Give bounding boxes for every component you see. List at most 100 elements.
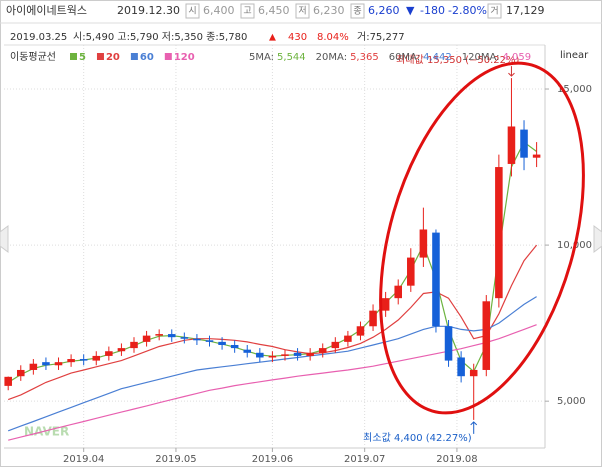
item-value: 6,450 <box>258 4 290 17</box>
label-box <box>295 3 310 19</box>
hover-arrow: ▲ <box>269 33 276 43</box>
legend-swatch <box>164 53 172 60</box>
item-value: 6,400 <box>203 4 235 17</box>
ma-label: 60MA: <box>389 52 420 63</box>
legend-label: 20 <box>106 52 120 63</box>
candle-body <box>67 359 75 363</box>
right-arrow[interactable] <box>593 225 602 253</box>
label-box <box>350 3 365 19</box>
candle-body <box>92 355 101 361</box>
change-arrow: ▼ <box>406 4 415 17</box>
hover-pct: 8.04% <box>317 32 349 43</box>
item-value: 6,260 <box>368 4 400 17</box>
candle-body <box>394 285 402 299</box>
scale-label: linear <box>560 50 589 61</box>
legend-label: 5 <box>79 52 86 63</box>
ma-value: 5,544 <box>277 52 306 63</box>
item-label: 저 <box>298 6 306 17</box>
candle-body <box>29 363 38 370</box>
x-tick-label: 2019.08 <box>436 454 477 465</box>
max-annotation: 최대값 15,350 (−50.22%) <box>396 54 519 66</box>
candle-body <box>256 352 264 358</box>
candle-body <box>180 337 189 339</box>
item-value: 6,230 <box>313 4 345 17</box>
candle-body <box>268 355 277 358</box>
candle-body <box>42 362 50 366</box>
candle-body <box>142 335 151 342</box>
label-box <box>240 3 255 19</box>
label-box <box>185 3 200 19</box>
legend-swatch <box>70 53 77 60</box>
candle-body <box>432 232 440 327</box>
candle-body <box>306 352 314 356</box>
item-label: 시 <box>188 6 196 17</box>
candle-body <box>482 301 491 370</box>
ma-label: 20MA: <box>316 52 347 63</box>
ma-label: 120MA: <box>462 52 500 63</box>
ma-title: 이동평균선 <box>10 51 56 63</box>
ma-label: 5MA: <box>249 52 274 63</box>
candle-body <box>444 326 453 361</box>
y-tick-label: 5,000 <box>557 396 586 407</box>
change: -180 <box>420 4 445 17</box>
x-tick-label: 2019.07 <box>344 454 385 465</box>
candle-body <box>344 335 352 342</box>
change-pct: -2.80% <box>448 4 487 17</box>
candle-body <box>532 154 541 158</box>
candle-body <box>205 340 214 342</box>
ma-line <box>7 244 538 401</box>
header: 아이에이네트웍스 2019.12.30 시 6,400 고 6,450 저 6,230 종 6… <box>6 3 545 19</box>
hover-volume: 거:75,277 <box>357 31 405 43</box>
max-arrow <box>508 66 515 77</box>
candle-body <box>54 362 63 366</box>
ma-value: 4,059 <box>502 52 531 63</box>
candle-body <box>369 310 377 327</box>
min-arrow <box>470 421 478 434</box>
candle-body <box>281 354 289 356</box>
candle-body <box>469 369 478 377</box>
ma-value: 4,442 <box>423 52 452 63</box>
candle-body <box>17 369 25 377</box>
hover-change: 430 <box>288 32 307 43</box>
item-label: 종 <box>353 6 361 17</box>
candle-body <box>293 352 302 356</box>
highlight-ellipse <box>379 61 585 415</box>
ma-value: 5,365 <box>350 52 379 63</box>
candle-body <box>4 376 12 386</box>
candle-body <box>230 344 239 349</box>
volume-label: 거 <box>490 6 498 17</box>
candle-body <box>193 338 201 341</box>
candle-body <box>130 341 138 349</box>
candle-body <box>520 129 528 158</box>
stock-name: 아이에이네트웍스 <box>6 4 87 17</box>
x-tick-label: 2019.05 <box>155 454 196 465</box>
candle-body <box>318 348 327 353</box>
volume: 17,129 <box>506 4 545 17</box>
candle-body <box>331 341 340 349</box>
min-annotation: 최소값 4,400 (42.27%) <box>363 432 472 444</box>
candle-body <box>105 351 113 356</box>
date: 2019.12.30 <box>117 4 180 17</box>
x-tick-label: 2019.06 <box>252 454 293 465</box>
candle-body <box>155 334 163 336</box>
hover-row: 2019.03.25 시:5,490 고:5,790 저:5,350 종:5,7… <box>10 31 405 43</box>
candle-body <box>407 257 415 286</box>
candle-body <box>167 334 176 338</box>
y-tick-label: 15,000 <box>557 84 592 95</box>
candle-body <box>457 357 465 377</box>
left-arrow[interactable] <box>0 225 9 253</box>
legend-swatch <box>130 53 138 60</box>
hover-date: 2019.03.25 <box>10 32 67 43</box>
candle-body <box>79 359 88 361</box>
candle-body <box>218 341 226 345</box>
label-box <box>487 3 502 19</box>
candle-body <box>495 167 503 299</box>
candle-body <box>243 349 252 353</box>
candle-body <box>507 126 516 164</box>
legend-swatch <box>96 53 104 60</box>
legend-label: 60 <box>140 52 154 63</box>
candle-body <box>356 326 365 336</box>
